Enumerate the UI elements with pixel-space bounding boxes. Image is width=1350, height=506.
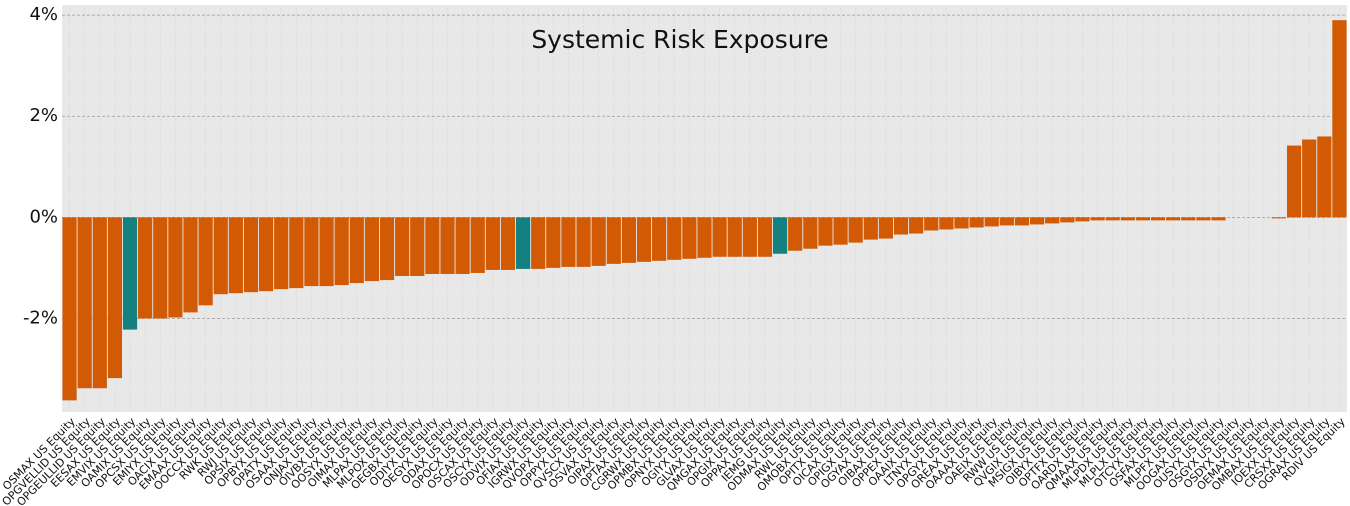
bar [77,217,92,389]
bar [455,217,470,274]
bar [757,217,773,257]
bar [153,217,168,319]
bar [1014,217,1030,226]
bar [122,217,138,330]
bar [1135,217,1151,221]
bar [1211,217,1226,221]
bar [500,217,516,270]
bar [1286,145,1302,218]
bar [621,217,637,263]
bar [803,217,818,249]
bar [1317,136,1332,218]
bar [863,217,878,240]
bar [1045,217,1060,224]
bar [440,217,455,274]
bar [243,217,259,293]
bar [833,217,848,245]
bar [652,217,667,261]
bar [561,217,576,267]
bar [304,217,319,287]
bar [772,217,788,254]
bar [984,217,999,227]
bar [893,217,909,235]
bar [848,217,863,243]
bar [667,217,682,260]
bar [470,217,485,273]
bar [682,217,697,259]
bar [576,217,591,267]
bar [697,217,712,258]
bar [1060,217,1075,223]
bar [62,217,77,401]
bar [1181,217,1196,221]
chart-title: Systemic Risk Exposure [531,25,828,54]
bar [1090,217,1105,221]
bar [1029,217,1045,225]
bar [939,217,954,230]
bar [712,217,727,257]
bar [395,217,410,276]
bar [228,217,243,294]
bar [969,217,984,228]
bar [107,217,123,379]
bar [788,217,803,251]
bar [606,217,621,264]
bar [954,217,969,229]
bar [410,217,425,276]
bar [1075,217,1090,222]
bar [258,217,274,292]
bar [1120,217,1135,221]
bar [1196,217,1211,221]
bar [742,217,757,257]
bar [1150,217,1166,221]
bar [138,217,153,319]
y-tick-label: 0% [29,206,58,227]
y-tick-label: 4% [29,4,58,25]
bar [515,217,531,269]
bar [1332,20,1347,218]
bar [818,217,833,246]
bar [636,217,652,262]
y-tick-label: 2% [29,105,58,126]
bar [92,217,107,389]
bar [909,217,924,234]
bar [531,217,546,269]
bar [727,217,742,257]
bar [319,217,334,287]
bar [1166,217,1181,221]
bar [213,217,228,295]
bar [198,217,213,306]
bar [274,217,289,290]
bar [183,217,198,313]
bar [878,217,894,239]
bar [349,217,364,284]
y-tick-label: -2% [23,307,58,328]
bar [334,217,349,286]
bar [924,217,939,231]
bar [1302,139,1317,218]
bar [591,217,606,266]
bar [364,217,380,282]
bar [1105,217,1120,221]
bar [546,217,561,268]
bar [289,217,304,289]
bar [999,217,1014,226]
bar [485,217,500,270]
bar [425,217,440,274]
bar [379,217,395,281]
bar [168,217,183,318]
bar [1271,217,1287,219]
